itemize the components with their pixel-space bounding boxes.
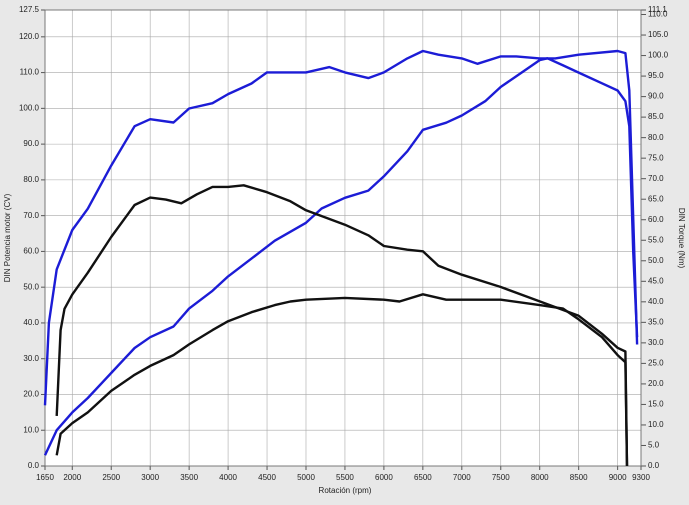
y2-tick-label: 20.0 <box>648 379 664 388</box>
x-tick-label: 5500 <box>336 473 354 482</box>
y2-tick-label: 110.0 <box>648 10 668 19</box>
y-tick-label: 40.0 <box>23 318 39 327</box>
y2-tick-label: 30.0 <box>648 338 664 347</box>
y2-tick-label: 55.0 <box>648 235 664 244</box>
y2-tick-label: 45.0 <box>648 276 664 285</box>
x-tick-label: 4500 <box>258 473 276 482</box>
x-tick-label: 6500 <box>414 473 432 482</box>
y2-tick-label: 100.0 <box>648 51 669 60</box>
y-tick-label: 100.0 <box>19 103 40 112</box>
x-axis-title: Rotación (rpm) <box>319 486 372 495</box>
y2-tick-label: 111.1 <box>648 5 667 14</box>
y2-tick-label: 95.0 <box>648 71 664 80</box>
x-tick-label: 2500 <box>102 473 120 482</box>
y-tick-label: 80.0 <box>23 175 39 184</box>
x-tick-label: 1650 <box>36 473 54 482</box>
y2-tick-label: 65.0 <box>648 194 664 203</box>
y-tick-label: 70.0 <box>23 211 39 220</box>
y-tick-label: 120.0 <box>19 32 40 41</box>
x-tick-label: 7500 <box>492 473 510 482</box>
x-tick-label: 4000 <box>219 473 237 482</box>
x-tick-label: 3000 <box>141 473 159 482</box>
y2-tick-label: 105.0 <box>648 30 669 39</box>
y2-tick-label: 80.0 <box>648 133 664 142</box>
x-tick-label: 9300 <box>632 473 650 482</box>
series-line <box>43 49 639 406</box>
y-tick-label: 10.0 <box>23 425 39 434</box>
y-tick-label: 90.0 <box>23 139 39 148</box>
y-tick-label: 127.5 <box>19 5 40 14</box>
x-tick-label: 2000 <box>63 473 81 482</box>
y2-tick-label: 90.0 <box>648 92 664 101</box>
series-line <box>55 293 629 467</box>
x-tick-label: 6000 <box>375 473 393 482</box>
series-line <box>43 57 639 456</box>
x-tick-label: 7000 <box>453 473 471 482</box>
y2-tick-label: 40.0 <box>648 297 664 306</box>
x-tick-label: 3500 <box>180 473 198 482</box>
y2-tick-label: 85.0 <box>648 112 664 121</box>
y-tick-label: 20.0 <box>23 390 39 399</box>
y2-tick-label: 50.0 <box>648 256 664 265</box>
x-tick-label: 8000 <box>531 473 549 482</box>
y2-tick-label: 35.0 <box>648 317 664 326</box>
y2-tick-label: 15.0 <box>648 400 664 409</box>
x-tick-label: 8500 <box>570 473 588 482</box>
y2-tick-label: 10.0 <box>648 420 664 429</box>
y2-tick-label: 5.0 <box>648 441 660 450</box>
x-tick-label: 9000 <box>609 473 627 482</box>
y-tick-label: 30.0 <box>23 354 39 363</box>
plot-border <box>44 9 642 467</box>
y2-tick-label: 75.0 <box>648 153 664 162</box>
y2-tick-label: 0.0 <box>648 461 660 470</box>
y-tick-label: 50.0 <box>23 282 39 291</box>
x-tick-label: 5000 <box>297 473 315 482</box>
plot-area <box>45 10 641 466</box>
y2-axis-title: DIN Torque (Nm) <box>677 208 686 269</box>
y-tick-label: 0.0 <box>28 461 40 470</box>
y-tick-label: 60.0 <box>23 247 39 256</box>
series-line <box>55 184 629 467</box>
y2-tick-label: 25.0 <box>648 358 664 367</box>
y-axis-title: DIN Potencia motor (CV) <box>3 193 12 282</box>
y2-tick-label: 60.0 <box>648 215 664 224</box>
y-tick-label: 110.0 <box>20 68 40 77</box>
y2-tick-label: 70.0 <box>648 174 664 183</box>
